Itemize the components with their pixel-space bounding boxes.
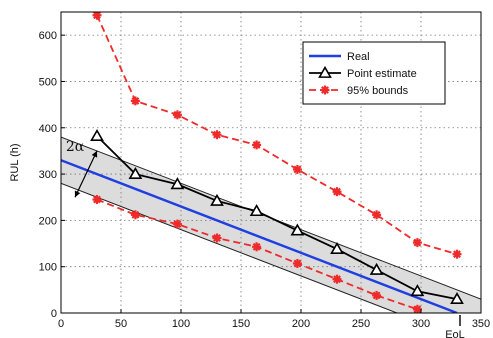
series-lower-95-bounds — [92, 195, 422, 313]
series-point-estimate — [90, 128, 464, 305]
legend-label: Point estimate — [347, 68, 417, 80]
data-point — [372, 290, 382, 300]
series-line — [96, 14, 458, 256]
alpha-arrow-head-bottom — [74, 190, 81, 198]
data-point — [212, 233, 222, 243]
data-point — [249, 204, 264, 217]
data-point — [410, 284, 425, 297]
data-point — [212, 130, 222, 140]
data-point — [292, 164, 302, 174]
y-tick-label: 600 — [39, 30, 57, 42]
x-tick-label: 100 — [172, 318, 190, 330]
data-point — [210, 193, 224, 206]
data-point — [90, 128, 104, 142]
data-point — [172, 110, 182, 120]
alpha-annotation: 2α — [66, 139, 85, 155]
data-point — [292, 258, 302, 268]
x-tick-label: 200 — [292, 318, 310, 330]
alpha-arrow — [74, 150, 98, 198]
legend-marker — [320, 85, 330, 95]
y-tick-label: 400 — [39, 123, 57, 135]
legend-label: 95% bounds — [347, 85, 409, 97]
data-point — [128, 166, 143, 180]
data-point — [412, 238, 422, 248]
series-line — [96, 135, 458, 300]
series-real — [61, 159, 458, 313]
data-point — [92, 195, 102, 205]
data-point — [170, 177, 185, 190]
data-point — [369, 262, 384, 275]
data-point — [252, 242, 262, 252]
x-tick-label: 50 — [115, 318, 127, 330]
y-tick-label: 100 — [39, 262, 57, 274]
data-point — [130, 210, 140, 220]
data-point — [332, 187, 342, 197]
legend-item: 95% bounds — [309, 85, 409, 97]
plot-frame — [60, 11, 482, 314]
x-tick-label: 0 — [58, 318, 64, 330]
legend: Real Point estimate 95% bounds — [302, 41, 446, 105]
data-point — [372, 210, 382, 220]
x-tick-label: 250 — [352, 318, 370, 330]
y-tick-label: 0 — [51, 308, 57, 320]
series-95-bounds — [92, 12, 462, 259]
data-point — [130, 96, 140, 106]
x-tick-label: 300 — [412, 318, 430, 330]
legend-marker — [318, 65, 332, 78]
legend-item: Real — [309, 51, 370, 63]
x-tick-label: 350 — [472, 318, 490, 330]
y-tick-label: 200 — [39, 215, 57, 227]
data-point — [452, 249, 462, 259]
data-point — [252, 140, 262, 150]
y-axis-label: RUL (h) — [9, 143, 21, 181]
legend-label: Real — [347, 51, 370, 63]
data-point — [290, 223, 305, 236]
legend-item: Point estimate — [309, 65, 417, 80]
band-lower-edge — [61, 182, 399, 313]
data-point — [330, 241, 344, 255]
data-point — [412, 304, 422, 313]
eol-annotation: EoL — [445, 329, 465, 338]
series-line — [61, 159, 458, 313]
alpha-arrow-shaft — [74, 150, 98, 198]
x-tick-label: 150 — [232, 318, 250, 330]
data-point — [332, 274, 342, 284]
data-point — [450, 291, 464, 305]
y-tick-label: 500 — [39, 76, 57, 88]
alpha-arrow-head-top — [91, 150, 98, 158]
data-point — [172, 219, 182, 229]
y-tick-label: 300 — [39, 169, 57, 181]
